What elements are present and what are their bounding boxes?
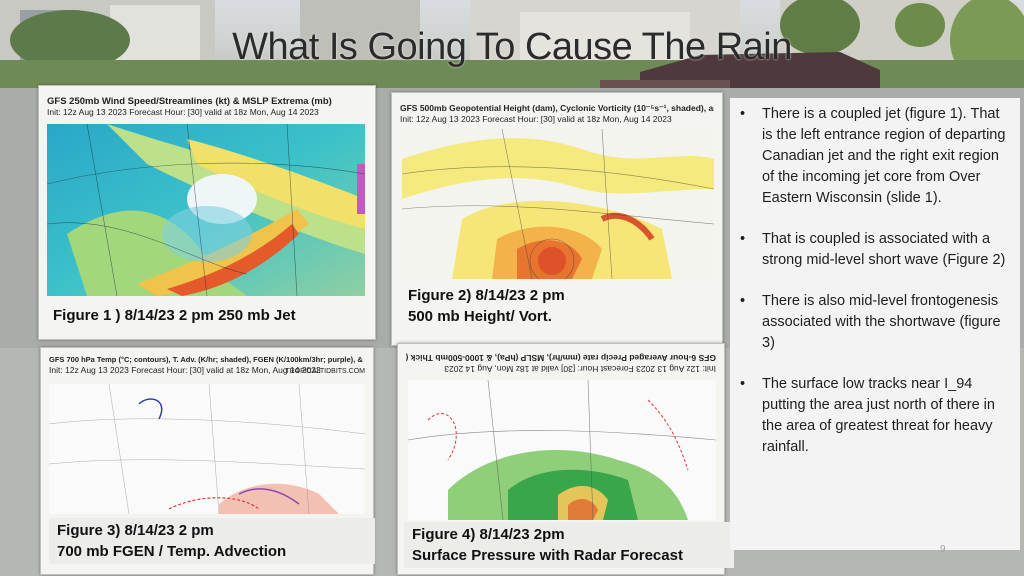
- slide-title: What Is Going To Cause The Rain: [232, 26, 792, 68]
- figure-1-header: GFS 250mb Wind Speed/Streamlines (kt) & …: [47, 96, 367, 118]
- figure-1-header-title: GFS 250mb Wind Speed/Streamlines (kt) & …: [47, 96, 332, 107]
- figure-1-caption-text: Figure 1 ) 8/14/23 2 pm 250 mb Jet: [53, 307, 296, 324]
- bullet-coupled-jet: There is a coupled jet (figure 1). That …: [740, 104, 1010, 209]
- figure-3-caption: Figure 3) 8/14/23 2 pm 700 mb FGEN / Tem…: [49, 518, 375, 564]
- bullet-short-wave: That is coupled is associated with a str…: [740, 229, 1010, 271]
- figure-3-caption-line1: Figure 3) 8/14/23 2 pm: [57, 522, 214, 539]
- figure-1-header-init: Init: 12z Aug 13 2023 Forecast Hour: [30…: [47, 107, 319, 117]
- bullet-surface-low: The surface low tracks near I_94 putting…: [740, 374, 1010, 458]
- figure-1-map: [47, 124, 365, 296]
- figure-2-caption: Figure 2) 8/14/23 2 pm 500 mb Height/ Vo…: [400, 283, 716, 329]
- figure-4-header: Init: 12z Aug 13 2023 Forecast Hour: [30…: [406, 352, 716, 374]
- figure-2-caption-line1: Figure 2) 8/14/23 2 pm: [408, 287, 565, 304]
- figure-3-watermark: TROPICALTIDBITS.COM: [285, 368, 365, 375]
- figure-3-caption-line2: 700 mb FGEN / Temp. Advection: [57, 543, 287, 560]
- figure-2-map: [402, 129, 714, 279]
- figure-2-header-init: Init: 12z Aug 13 2023 Forecast Hour: [30…: [400, 114, 672, 124]
- slide-number: 9: [940, 544, 946, 555]
- figure-4-header-init: Init: 12z Aug 13 2023 Forecast Hour: [30…: [444, 364, 716, 374]
- figure-2-panel: GFS 500mb Geopotential Height (dam), Cyc…: [391, 92, 723, 346]
- figure-2-caption-line2: 500 mb Height/ Vort.: [408, 308, 552, 325]
- figure-3-panel: GFS 700 hPa Temp (°C; contours), T. Adv.…: [40, 347, 375, 575]
- figure-3-header-init: Init: 12z Aug 13 2023 Forecast Hour: [30…: [49, 365, 321, 375]
- bullet-list: There is a coupled jet (figure 1). That …: [730, 98, 1020, 458]
- figure-3-header: GFS 700 hPa Temp (°C; contours), T. Adv.…: [49, 354, 365, 377]
- figure-2-header: GFS 500mb Geopotential Height (dam), Cyc…: [400, 103, 714, 125]
- figure-1-panel: GFS 250mb Wind Speed/Streamlines (kt) & …: [38, 85, 376, 340]
- bullet-text-box: There is a coupled jet (figure 1). That …: [730, 98, 1020, 550]
- figure-3-header-title: GFS 700 hPa Temp (°C; contours), T. Adv.…: [49, 355, 365, 364]
- figure-4-map: [408, 380, 716, 520]
- figure-4-caption-line1: Figure 4) 8/14/23 2pm: [412, 526, 565, 543]
- figure-3-map: [49, 384, 365, 514]
- figure-2-header-title: GFS 500mb Geopotential Height (dam), Cyc…: [400, 103, 714, 113]
- figure-4-caption: Figure 4) 8/14/23 2pm Surface Pressure w…: [404, 522, 734, 568]
- figure-4-header-title: GFS 6-hour Averaged Precip rate (mm/hr),…: [406, 353, 716, 363]
- figure-4-panel: Init: 12z Aug 13 2023 Forecast Hour: [30…: [397, 343, 734, 575]
- figure-4-caption-line2: Surface Pressure with Radar Forecast: [412, 547, 683, 564]
- bullet-frontogenesis: There is also mid-level frontogenesis as…: [740, 291, 1010, 354]
- figure-1-caption: Figure 1 ) 8/14/23 2 pm 250 mb Jet: [45, 303, 304, 328]
